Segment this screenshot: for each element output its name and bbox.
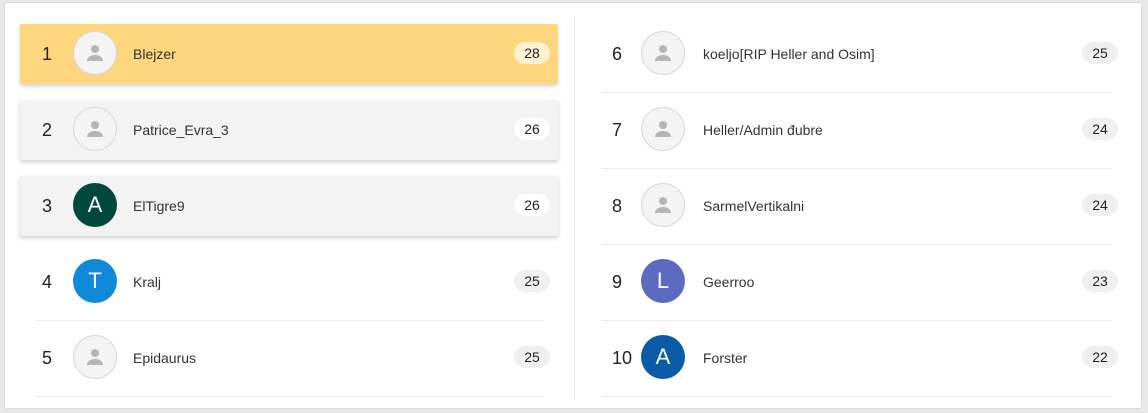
player-name[interactable]: Geerroo [703,274,755,290]
score-badge: 25 [1082,42,1118,64]
player-name[interactable]: Epidaurus [133,350,197,366]
score-badge: 22 [1082,346,1118,368]
player-name[interactable]: Heller/Admin đubre [703,122,823,138]
rank-number: 8 [612,196,623,216]
rank-number: 2 [42,120,53,140]
player-name[interactable]: Forster [703,350,748,366]
score-badge: 25 [514,346,550,368]
letter-avatar[interactable]: L [641,259,685,303]
rank-number: 3 [42,196,53,216]
leaderboard-row-9[interactable]: 9 L Geerroo 23 [602,252,1118,321]
player-name[interactable]: Kralj [133,274,162,290]
rank-number: 9 [612,272,623,292]
score-badge: 24 [1082,118,1118,140]
leaderboard-row-7[interactable]: 7 Heller/Admin đubre 24 [602,100,1118,169]
rank-number: 6 [612,44,623,64]
leaderboard-row-5[interactable]: 5 Epidaurus 25 [36,328,550,397]
letter-avatar[interactable]: A [641,335,685,379]
score-badge: 23 [1082,270,1118,292]
user-silhouette-icon[interactable] [73,31,117,75]
player-name[interactable]: SarmelVertikalni [703,198,805,214]
rank-number: 4 [42,272,53,292]
rank-number: 7 [612,120,623,140]
leaderboard-row-10[interactable]: 10 A Forster 22 [602,328,1118,397]
player-name[interactable]: ElTigre9 [133,198,185,214]
rank-number: 1 [42,44,53,64]
rank-number: 5 [42,348,53,368]
leaderboard-row-6[interactable]: 6 koeljo[RIP Heller and Osim] 25 [602,24,1118,93]
user-silhouette-icon[interactable] [641,183,685,227]
leaderboard-row-2[interactable]: 2 Patrice_Evra_3 26 [20,100,558,160]
user-silhouette-icon[interactable] [73,107,117,151]
score-badge: 24 [1082,194,1118,216]
leaderboard-row-4[interactable]: 4 T Kralj 25 [36,252,550,321]
letter-avatar[interactable]: T [73,259,117,303]
letter-avatar[interactable]: A [73,183,117,227]
leaderboard-row-1[interactable]: 1 Blejzer 28 [20,24,558,84]
score-badge: 28 [514,42,550,64]
score-badge: 25 [514,270,550,292]
user-silhouette-icon[interactable] [641,107,685,151]
rank-number: 10 [612,348,633,368]
player-name[interactable]: Blejzer [133,46,176,62]
user-silhouette-icon[interactable] [641,31,685,75]
player-name[interactable]: koeljo[RIP Heller and Osim] [703,46,875,62]
column-divider [574,17,575,399]
player-name[interactable]: Patrice_Evra_3 [133,122,229,138]
score-badge: 26 [514,118,550,140]
leaderboard-row-8[interactable]: 8 SarmelVertikalni 24 [602,176,1118,245]
score-badge: 26 [514,194,550,216]
leaderboard-row-3[interactable]: 3 A ElTigre9 26 [20,176,558,236]
user-silhouette-icon[interactable] [73,335,117,379]
